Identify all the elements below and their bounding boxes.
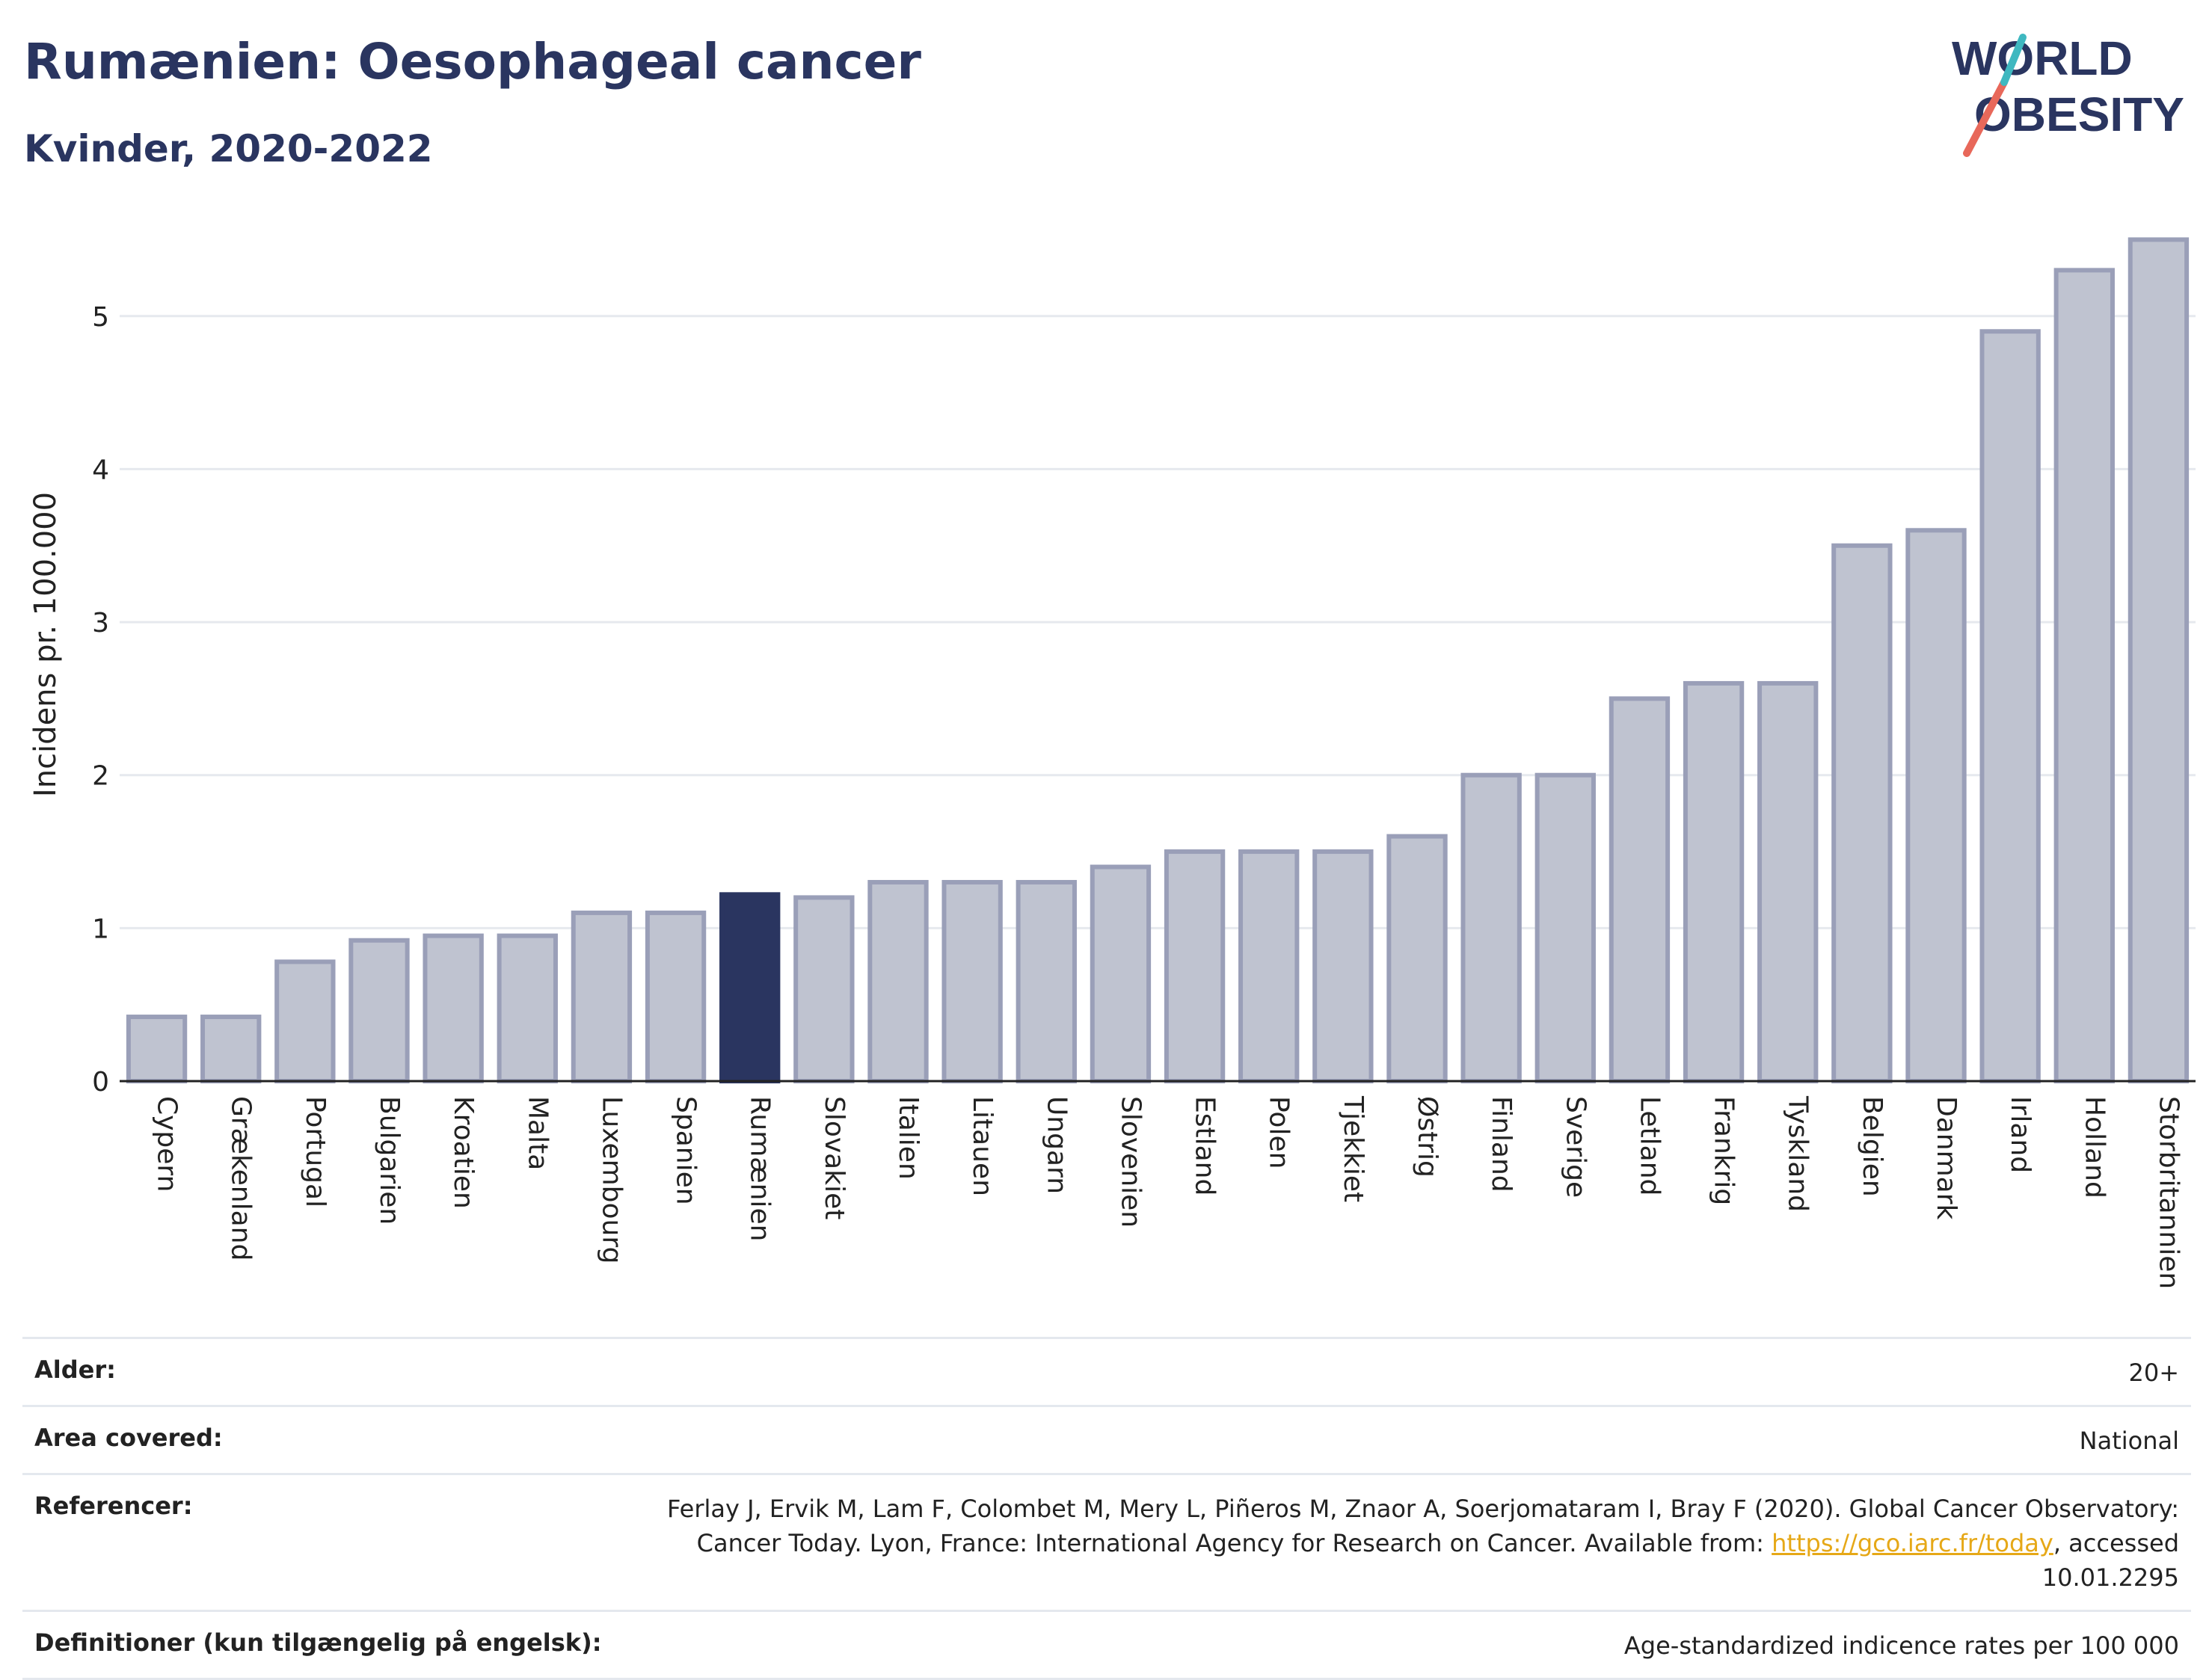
bar xyxy=(1534,772,1596,1083)
bar xyxy=(1238,849,1300,1084)
bar xyxy=(1460,772,1522,1083)
info-row-age: Alder: 20+ xyxy=(22,1337,2191,1405)
references-link[interactable]: https://gco.iarc.fr/today xyxy=(1772,1529,2053,1557)
bar xyxy=(793,895,855,1084)
x-tick-label: Letland xyxy=(1634,1096,1665,1196)
bar xyxy=(645,910,707,1083)
y-tick-label: 5 xyxy=(92,302,109,333)
x-tick-label: Litauen xyxy=(967,1096,998,1196)
area-value: National xyxy=(2079,1427,2179,1455)
bar xyxy=(126,1015,188,1084)
definitions-label: Definitioner (kun tilgængelig på engelsk… xyxy=(34,1628,602,1657)
info-row-area: Area covered: National xyxy=(22,1405,2191,1473)
bars xyxy=(126,237,2190,1084)
x-tick-label: Kroatien xyxy=(448,1096,479,1209)
bar xyxy=(867,879,929,1083)
definitions-value: Age-standardized indicence rates per 100… xyxy=(1623,1631,2179,1660)
info-table: Alder: 20+ Area covered: National Refere… xyxy=(22,1337,2191,1680)
x-tick-label: Rumænien xyxy=(745,1096,775,1241)
y-axis-label: Incidens pr. 100.000 xyxy=(28,492,63,797)
x-tick-label: Malta xyxy=(522,1096,553,1170)
info-row-definitions: Definitioner (kun tilgængelig på engelsk… xyxy=(22,1610,2191,1680)
world-obesity-logo: WORLD OBESITY xyxy=(1952,31,2184,157)
y-tick-label: 0 xyxy=(92,1067,109,1098)
x-tick-label: Irland xyxy=(2005,1096,2036,1173)
bar xyxy=(1905,528,1967,1083)
x-tick-label: Slovakiet xyxy=(819,1096,850,1219)
references-text-end: , accessed 10.01.2295 xyxy=(2042,1529,2179,1592)
y-tick-label: 1 xyxy=(92,914,109,944)
info-row-references: Referencer: Ferlay J, Ervik M, Lam F, Co… xyxy=(22,1473,2191,1610)
x-tick-label: Grækenland xyxy=(226,1096,256,1261)
x-tick-label: Storbritannien xyxy=(2153,1096,2184,1289)
y-axis-ticks: 0 1 2 3 4 5 xyxy=(92,302,109,1098)
bar xyxy=(2053,268,2115,1084)
x-tick-label: Ungarn xyxy=(1041,1096,1072,1194)
bar xyxy=(1386,834,1448,1083)
page-title: Rumænien: Oesophageal cancer xyxy=(24,33,921,90)
age-label: Alder: xyxy=(34,1356,116,1384)
x-tick-label: Cypern xyxy=(152,1096,182,1192)
y-tick-label: 4 xyxy=(92,455,109,485)
x-tick-label: Italien xyxy=(893,1096,924,1180)
bar-chart: 0 1 2 3 4 5 Cypern Grækenland Portugal Bulgarien… xyxy=(28,237,2196,1289)
bar xyxy=(497,933,558,1083)
page-subtitle: Kvinder, 2020-2022 xyxy=(24,127,433,170)
bar xyxy=(2127,237,2190,1084)
bar xyxy=(200,1015,262,1084)
x-axis-ticks: Cypern Grækenland Portugal Bulgarien Kroatie… xyxy=(152,1095,2184,1289)
bar xyxy=(423,933,484,1083)
x-tick-label: Tyskland xyxy=(1783,1095,1813,1212)
x-tick-label: Polen xyxy=(1264,1096,1294,1169)
y-tick-label: 3 xyxy=(92,608,109,639)
bar xyxy=(1312,849,1374,1084)
bar-highlight xyxy=(719,892,781,1083)
x-tick-label: Portugal xyxy=(300,1096,331,1207)
bar xyxy=(1757,680,1819,1083)
bar xyxy=(941,879,1003,1083)
references-value: Ferlay J, Ervik M, Lam F, Colombet M, Me… xyxy=(594,1492,2179,1595)
bar xyxy=(1090,864,1152,1083)
bar xyxy=(1016,879,1077,1083)
y-tick-label: 2 xyxy=(92,761,109,792)
bar xyxy=(571,910,633,1083)
x-tick-label: Tjekkiet xyxy=(1338,1095,1368,1202)
x-tick-label: Estland xyxy=(1190,1096,1220,1196)
x-tick-label: Holland xyxy=(2079,1096,2110,1199)
bar xyxy=(1683,680,1745,1083)
bar xyxy=(1609,696,1671,1084)
x-tick-label: Finland xyxy=(1486,1096,1517,1193)
x-tick-label: Sverige xyxy=(1560,1096,1591,1198)
age-value: 20+ xyxy=(2128,1359,2179,1387)
x-tick-label: Østrig xyxy=(1412,1096,1443,1178)
x-tick-label: Slovenien xyxy=(1115,1096,1146,1228)
x-tick-label: Frankrig xyxy=(1709,1096,1739,1205)
area-label: Area covered: xyxy=(34,1424,223,1452)
bar xyxy=(1831,543,1893,1083)
references-text: Ferlay J, Ervik M, Lam F, Colombet M, Me… xyxy=(667,1495,2179,1557)
svg-text:WORLD: WORLD xyxy=(1952,31,2133,85)
x-tick-label: Belgien xyxy=(1857,1096,1887,1197)
bar xyxy=(1979,329,2041,1083)
x-tick-label: Danmark xyxy=(1931,1096,1961,1220)
x-tick-label: Bulgarien xyxy=(374,1096,405,1225)
bar xyxy=(274,959,336,1083)
bar xyxy=(348,938,410,1083)
references-label: Referencer: xyxy=(34,1492,193,1520)
x-tick-label: Luxembourg xyxy=(596,1096,627,1264)
svg-text:OBESITY: OBESITY xyxy=(1974,87,2184,141)
bar xyxy=(1164,849,1226,1084)
x-tick-label: Spanien xyxy=(671,1096,701,1205)
